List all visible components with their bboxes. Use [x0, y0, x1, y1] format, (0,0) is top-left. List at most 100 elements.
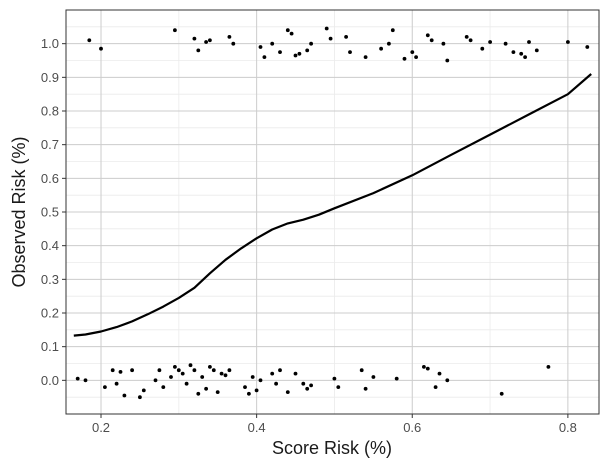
data-point	[305, 48, 310, 53]
data-point	[169, 375, 173, 379]
data-point	[371, 375, 376, 379]
data-point	[200, 375, 205, 379]
data-point	[437, 371, 442, 376]
data-point	[359, 368, 364, 373]
data-point	[402, 56, 407, 61]
data-point	[157, 368, 162, 373]
data-point	[519, 51, 524, 56]
data-point	[344, 35, 348, 39]
data-point	[161, 385, 166, 389]
data-point	[285, 390, 290, 394]
data-point	[278, 368, 282, 373]
data-point	[231, 41, 236, 46]
data-point	[468, 38, 473, 43]
data-point	[192, 368, 197, 373]
data-point	[270, 41, 275, 46]
data-point	[394, 376, 399, 381]
data-point	[204, 386, 209, 391]
x-axis-title: Score Risk (%)	[272, 438, 392, 458]
data-point	[138, 395, 142, 400]
data-point	[208, 365, 212, 369]
smooth-calibration-curve	[73, 73, 592, 337]
data-point	[414, 55, 418, 59]
data-point	[410, 50, 415, 54]
data-point	[258, 45, 263, 49]
y-axis-ticks: 0.0 0.1 0.2 0.3 0.4 0.5 0.6 0.7 0.8 0.9 1.0	[41, 36, 66, 388]
data-point	[208, 38, 212, 43]
major-gridlines	[66, 10, 599, 414]
x-axis-ticks: 0.2 0.4 0.6 0.8	[92, 414, 577, 435]
data-point	[422, 365, 426, 369]
data-point	[262, 55, 267, 59]
data-point	[546, 365, 551, 369]
data-point	[379, 46, 383, 51]
data-point	[297, 51, 302, 56]
data-point	[258, 378, 263, 383]
y-tick-label: 0.0	[41, 373, 59, 388]
data-point	[429, 38, 434, 43]
data-point	[585, 45, 590, 49]
data-point	[196, 48, 201, 53]
data-point	[173, 365, 177, 369]
data-point	[83, 378, 88, 383]
data-point	[227, 368, 232, 373]
data-point	[566, 40, 570, 44]
data-point	[433, 385, 438, 389]
y-tick-label: 0.3	[41, 272, 59, 287]
data-point	[464, 35, 469, 39]
y-tick-label: 0.4	[41, 238, 59, 253]
x-tick-label: 0.2	[92, 420, 110, 435]
data-point	[103, 385, 107, 389]
data-point	[480, 46, 485, 51]
data-point	[441, 41, 446, 46]
data-point	[180, 371, 185, 376]
data-point	[215, 390, 220, 394]
data-point	[425, 33, 430, 38]
data-point	[285, 28, 290, 33]
data-point	[176, 368, 181, 373]
y-tick-label: 1.0	[41, 36, 59, 51]
data-point	[309, 41, 313, 46]
data-point	[305, 386, 310, 391]
data-point	[153, 378, 158, 383]
data-point	[324, 26, 329, 31]
y-tick-label: 0.1	[41, 339, 59, 354]
data-point	[425, 366, 430, 371]
data-point	[534, 48, 539, 53]
data-point	[211, 368, 216, 373]
data-point	[293, 371, 298, 376]
data-point	[99, 46, 103, 51]
data-point	[118, 370, 123, 374]
data-point	[75, 376, 80, 381]
data-point	[293, 53, 298, 58]
data-point	[173, 28, 177, 33]
data-point	[527, 40, 531, 44]
data-point	[247, 391, 251, 396]
data-point	[196, 391, 201, 396]
data-point	[110, 368, 115, 373]
data-point	[390, 28, 395, 33]
chart-marks	[73, 26, 592, 400]
data-point	[488, 40, 492, 44]
data-point	[332, 376, 337, 381]
data-point	[122, 393, 127, 398]
data-point	[87, 38, 92, 43]
data-point	[445, 58, 450, 63]
data-point	[141, 388, 146, 393]
data-point	[130, 368, 135, 373]
y-tick-label: 0.8	[41, 104, 59, 119]
data-point	[328, 36, 333, 41]
y-tick-label: 0.6	[41, 171, 59, 186]
data-point	[387, 41, 391, 46]
y-tick-label: 0.2	[41, 306, 59, 321]
y-tick-label: 0.7	[41, 137, 59, 152]
x-tick-label: 0.4	[248, 420, 266, 435]
data-point	[301, 381, 306, 386]
data-point	[274, 381, 278, 386]
data-point	[336, 385, 341, 389]
data-point	[184, 381, 189, 386]
data-point	[309, 383, 313, 388]
y-tick-label: 0.5	[41, 205, 59, 220]
y-tick-label: 0.9	[41, 70, 59, 85]
data-point	[278, 50, 282, 54]
